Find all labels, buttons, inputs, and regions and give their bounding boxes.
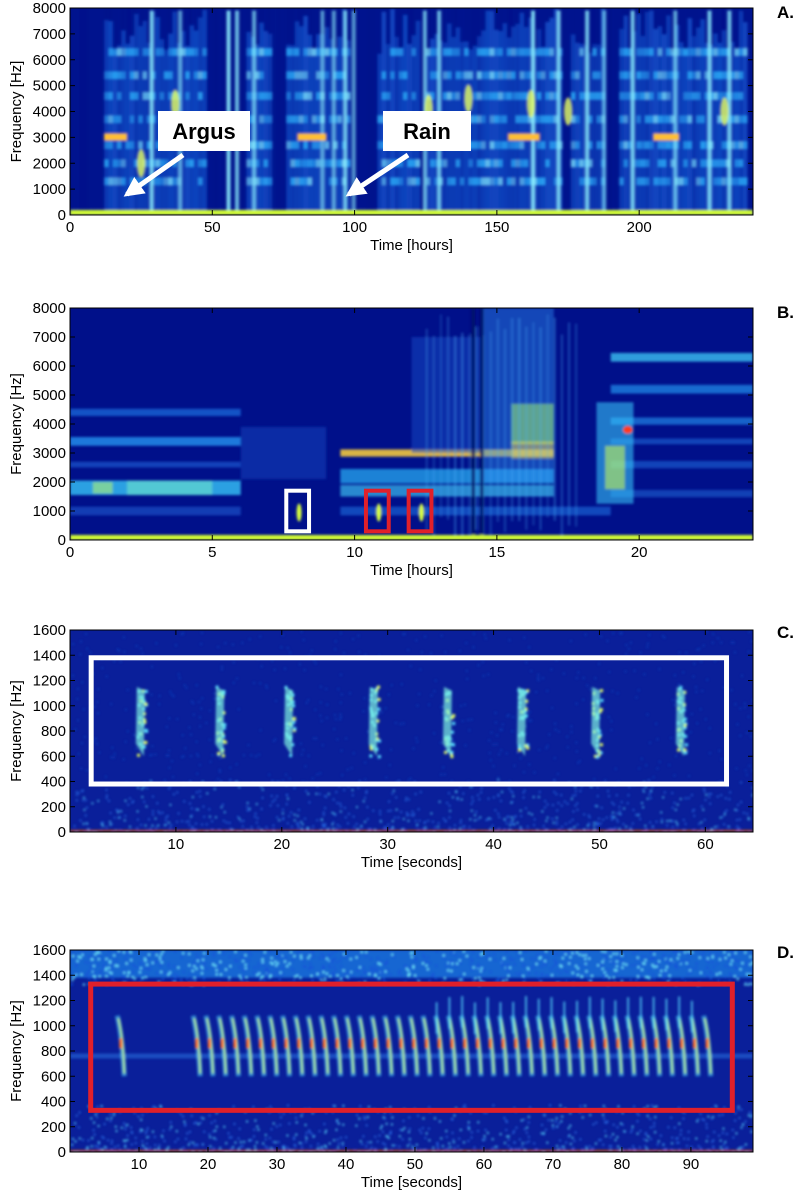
- highlight-box: [406, 488, 434, 534]
- annotation-box: [158, 111, 250, 151]
- x-tick-label: 20: [631, 544, 648, 561]
- x-tick-label: 0: [66, 544, 74, 561]
- x-tick-label: 90: [683, 1156, 700, 1173]
- x-tick-label: 10: [346, 544, 363, 561]
- y-tick-label: 7000: [33, 329, 66, 346]
- y-tick-label: 1000: [33, 698, 66, 715]
- y-tick-label: 3000: [33, 129, 66, 146]
- x-tick-label: 30: [269, 1156, 286, 1173]
- panel-d: 10 20 30 40 50 60 70 80 90 0 200 400 600 800 1000 1200 1…: [8, 942, 794, 1191]
- panel-letter: C.: [777, 623, 794, 642]
- x-tick-label: 40: [485, 836, 502, 853]
- x-tick-label: 100: [342, 219, 367, 236]
- x-tick-label: 5: [208, 544, 216, 561]
- annotation-argus: Argus: [123, 111, 250, 197]
- panel-letter: B.: [777, 303, 794, 322]
- x-tick-label: 20: [200, 1156, 217, 1173]
- x-tick-label: 10: [131, 1156, 148, 1173]
- y-tick-label: 1000: [33, 181, 66, 198]
- y-tick-label: 7000: [33, 26, 66, 43]
- x-axis-label: Time [seconds]: [361, 1174, 462, 1191]
- y-tick-label: 1200: [33, 993, 66, 1010]
- y-tick-label: 1600: [33, 942, 66, 959]
- y-tick-label: 0: [58, 1144, 66, 1161]
- x-tick-label: 50: [591, 836, 608, 853]
- x-tick-label: 60: [697, 836, 714, 853]
- highlight-box: [88, 981, 735, 1113]
- panel-letter: A.: [777, 3, 794, 22]
- y-tick-label: 800: [41, 1043, 66, 1060]
- y-tick-label: 1400: [33, 647, 66, 664]
- annotation-rain: Rain: [345, 111, 471, 197]
- panel-c: 10 20 30 40 50 600200400600800100012001400160…: [8, 622, 794, 871]
- x-tick-label: 200: [627, 219, 652, 236]
- y-tick-label: 1000: [33, 503, 66, 520]
- x-tick-label: 60: [476, 1156, 493, 1173]
- annotation-box: [383, 111, 471, 151]
- y-tick-label: 5000: [33, 78, 66, 95]
- spectrogram-area: [70, 950, 753, 1152]
- highlight-box: [363, 488, 391, 534]
- highlight-box: [284, 488, 312, 534]
- annotation-text: Rain: [403, 119, 451, 144]
- x-tick-label: 15: [489, 544, 506, 561]
- y-axis-label: Frequency [Hz]: [8, 1000, 25, 1102]
- spectrogram-texture: [70, 308, 753, 540]
- x-tick-label: 70: [545, 1156, 562, 1173]
- annotation-arrow: [345, 152, 410, 197]
- y-tick-label: 200: [41, 1119, 66, 1136]
- y-tick-label: 1600: [33, 622, 66, 639]
- y-tick-label: 6000: [33, 52, 66, 69]
- y-tick-label: 800: [41, 723, 66, 740]
- y-tick-label: 200: [41, 799, 66, 816]
- panel-b: 0 5 10 15 20 0 1000 2000 3000 4000 5000 6000 7000 800…: [8, 300, 794, 579]
- y-tick-label: 2000: [33, 155, 66, 172]
- y-axis-label: Frequency [Hz]: [8, 373, 25, 475]
- y-tick-label: 1000: [33, 1018, 66, 1035]
- spectrogram-texture: [70, 950, 753, 1152]
- spectrogram-texture: [70, 630, 753, 832]
- x-tick-label: 80: [614, 1156, 631, 1173]
- y-tick-label: 1400: [33, 967, 66, 984]
- y-tick-label: 8000: [33, 0, 66, 17]
- y-tick-label: 8000: [33, 300, 66, 317]
- annotation-text: Argus: [172, 119, 236, 144]
- y-axis-label: Frequency [Hz]: [8, 61, 25, 163]
- x-tick-label: 50: [204, 219, 221, 236]
- y-tick-label: 0: [58, 207, 66, 224]
- panel-letter: D.: [777, 943, 794, 962]
- x-tick-label: 30: [379, 836, 396, 853]
- x-tick-label: 0: [66, 219, 74, 236]
- y-tick-label: 3000: [33, 445, 66, 462]
- x-tick-label: 50: [407, 1156, 424, 1173]
- x-tick-label: 150: [484, 219, 509, 236]
- x-axis-label: Time [hours]: [370, 237, 453, 254]
- y-tick-label: 600: [41, 1068, 66, 1085]
- y-tick-label: 4000: [33, 104, 66, 121]
- y-tick-label: 400: [41, 774, 66, 791]
- y-tick-label: 400: [41, 1094, 66, 1111]
- y-axis-label: Frequency [Hz]: [8, 680, 25, 782]
- x-tick-label: 10: [168, 836, 185, 853]
- highlight-box: [88, 655, 730, 787]
- y-tick-label: 0: [58, 532, 66, 549]
- y-tick-label: 600: [41, 748, 66, 765]
- y-tick-label: 0: [58, 824, 66, 841]
- y-tick-label: 6000: [33, 358, 66, 375]
- x-tick-label: 20: [273, 836, 290, 853]
- x-axis-label: Time [hours]: [370, 562, 453, 579]
- y-tick-label: 4000: [33, 416, 66, 433]
- y-tick-label: 1200: [33, 673, 66, 690]
- spectrogram-area: [70, 630, 753, 832]
- x-axis-label: Time [seconds]: [361, 854, 462, 871]
- spectrogram-background: [70, 630, 753, 832]
- y-tick-label: 5000: [33, 387, 66, 404]
- spectrogram-area: [70, 308, 753, 540]
- annotation-arrow: [123, 152, 185, 197]
- y-tick-label: 2000: [33, 474, 66, 491]
- x-tick-label: 40: [338, 1156, 355, 1173]
